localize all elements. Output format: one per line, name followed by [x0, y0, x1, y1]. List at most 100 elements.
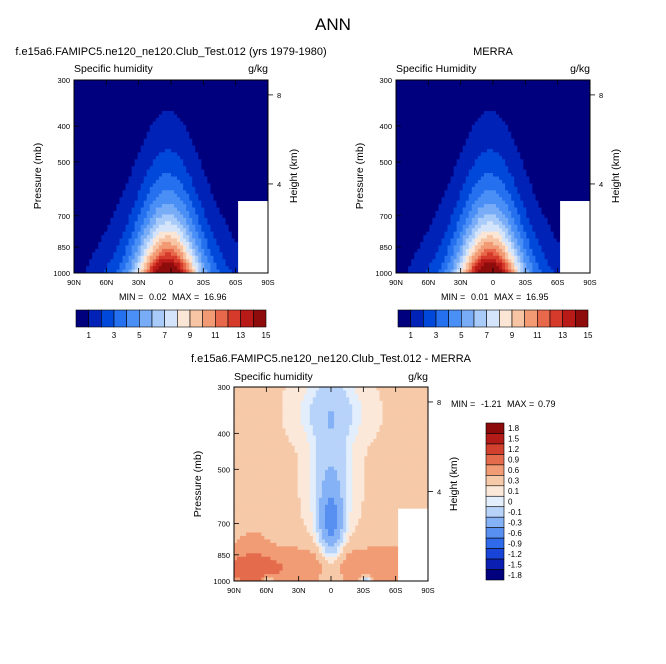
- contour-cell: [89, 190, 93, 195]
- contour-cell: [496, 90, 500, 95]
- contour-cell: [161, 259, 166, 264]
- contour-cell: [98, 190, 102, 195]
- contour-cell: [116, 114, 120, 119]
- contour-cell: [74, 248, 78, 253]
- contour-cell: [399, 114, 403, 119]
- contour-cell: [535, 93, 539, 98]
- contour-cell: [258, 100, 263, 105]
- contour-cell: [499, 124, 503, 129]
- contour-cell: [207, 241, 211, 246]
- contour-cell: [234, 114, 239, 119]
- contour-cell: [447, 90, 451, 95]
- contour-cell: [553, 104, 558, 108]
- x-tick-label: 60S: [229, 278, 242, 287]
- contour-cell: [177, 148, 181, 153]
- contour-cell: [520, 117, 524, 122]
- contour-cell: [125, 100, 129, 105]
- contour-cell: [204, 121, 208, 126]
- contour-cell: [110, 162, 114, 167]
- contour-cell: [77, 269, 81, 274]
- contour-cell: [107, 221, 111, 226]
- contour-cell: [119, 207, 123, 212]
- contour-cell: [183, 90, 187, 95]
- contour-cell: [189, 221, 193, 226]
- contour-cell: [508, 155, 512, 160]
- contour-cell: [465, 86, 470, 91]
- contour-cell: [177, 169, 181, 174]
- contour-cell: [171, 155, 175, 160]
- contour-cell: [186, 193, 190, 198]
- contour-cell: [192, 214, 196, 219]
- contour-cell: [207, 210, 211, 215]
- contour-cell: [234, 176, 239, 181]
- contour-cell: [514, 117, 518, 122]
- contour-cell: [192, 124, 196, 129]
- contour-cell: [116, 131, 120, 136]
- contour-cell: [186, 228, 190, 233]
- contour-cell: [101, 131, 105, 136]
- contour-cell: [261, 107, 266, 112]
- contour-cell: [499, 107, 503, 112]
- contour-cell: [532, 148, 536, 153]
- contour-cell: [486, 114, 491, 119]
- contour-cell: [465, 131, 470, 136]
- contour-cell: [161, 235, 166, 239]
- contour-cell: [399, 152, 403, 157]
- contour-cell: [219, 197, 223, 202]
- contour-cell: [137, 128, 142, 133]
- contour-cell: [77, 128, 81, 133]
- contour-cell: [541, 131, 545, 136]
- contour-cell: [140, 266, 145, 270]
- contour-cell: [116, 228, 120, 233]
- contour-cell: [155, 186, 160, 191]
- contour-cell: [414, 80, 418, 84]
- contour-cell: [568, 83, 573, 88]
- contour-cell: [417, 83, 421, 88]
- contour-cell: [243, 162, 248, 167]
- contour-cell: [411, 128, 415, 133]
- contour-cell: [252, 131, 257, 136]
- contour-cell: [155, 231, 160, 236]
- contour-cell: [192, 183, 196, 188]
- contour-cell: [417, 131, 421, 136]
- contour-cell: [149, 80, 154, 84]
- contour-cell: [468, 155, 473, 160]
- contour-cell: [571, 138, 576, 143]
- contour-cell: [228, 179, 233, 184]
- contour-cell: [119, 152, 123, 157]
- contour-cell: [213, 100, 217, 105]
- contour-cell: [219, 162, 223, 167]
- contour-cell: [580, 93, 585, 98]
- contour-cell: [110, 248, 114, 253]
- contour-cell: [80, 197, 84, 202]
- contour-cell: [532, 138, 536, 143]
- contour-cell: [158, 159, 163, 164]
- contour-cell: [538, 128, 542, 133]
- contour-cell: [164, 241, 169, 246]
- contour-cell: [204, 210, 208, 215]
- contour-cell: [480, 124, 485, 129]
- contour-cell: [131, 224, 136, 229]
- contour-cell: [131, 124, 136, 129]
- contour-cell: [107, 114, 111, 119]
- contour-cell: [249, 193, 254, 198]
- contour-cell: [116, 241, 120, 246]
- contour-cell: [447, 111, 451, 115]
- contour-cell: [80, 176, 84, 181]
- contour-cell: [556, 159, 561, 164]
- contour-cell: [107, 190, 111, 195]
- contour-cell: [201, 145, 205, 150]
- contour-cell: [511, 121, 515, 126]
- contour-cell: [493, 93, 497, 98]
- contour-cell: [213, 262, 217, 267]
- contour-cell: [198, 86, 202, 91]
- contour-cell: [149, 148, 154, 153]
- contour-cell: [213, 83, 217, 88]
- contour-cell: [183, 179, 187, 184]
- contour-cell: [174, 210, 178, 215]
- contour-cell: [86, 166, 90, 171]
- contour-cell: [183, 121, 187, 126]
- contour-cell: [444, 83, 448, 88]
- contour-cell: [204, 138, 208, 143]
- contour-cell: [444, 128, 448, 133]
